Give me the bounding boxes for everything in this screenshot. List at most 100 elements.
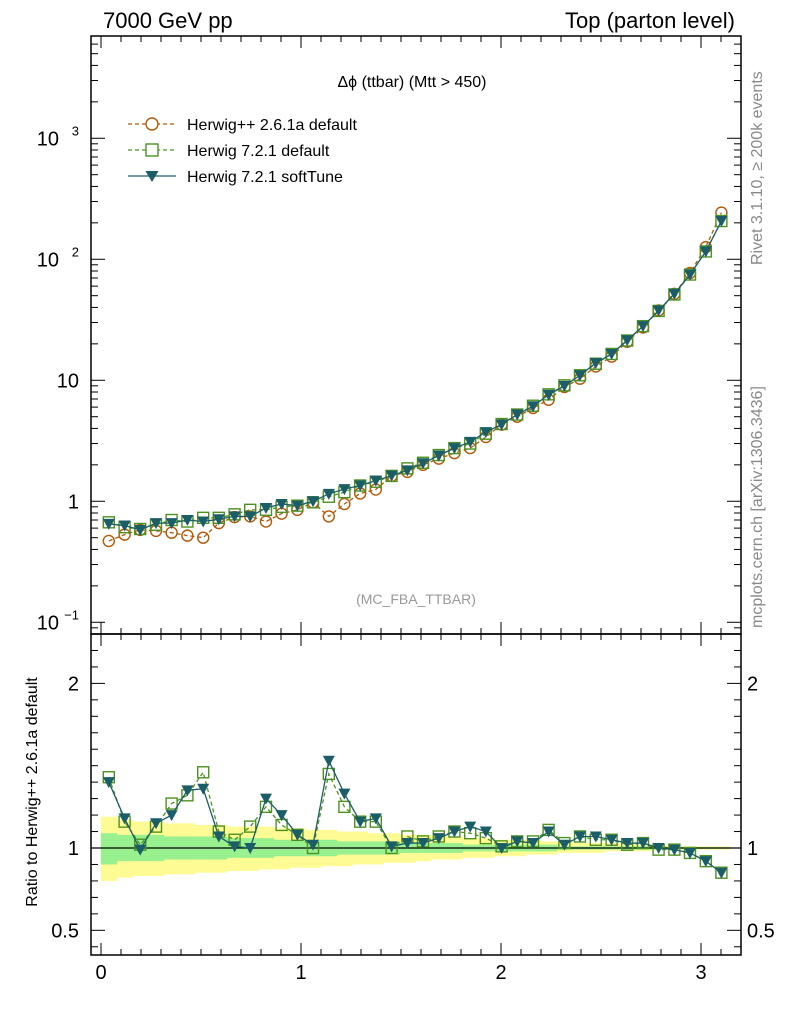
ratio-1-point-1 [118,813,131,825]
ratio-1-point-3 [150,818,162,830]
process-label: Top (parton level) [565,8,735,33]
source-label: mcplots.cern.ch [arXiv:1306.3436] [749,386,766,628]
legend-label-herwigpp: Herwig++ 2.6.1a default [187,117,357,134]
ratio-1-point-11 [275,810,288,822]
series-line-1 [108,220,722,530]
ratio-0-point-4 [165,797,178,810]
main-y-tick-exponent: −1 [64,607,79,622]
series-2-point-16 [354,480,367,492]
ratio-1-point-38 [699,856,712,868]
main-y-tick-label: 10 [57,370,79,392]
series-2-point-23 [464,436,477,448]
series-2-point-21 [432,450,445,462]
ratio-0-point-14 [322,767,335,781]
ratio-0-point-6 [196,766,210,779]
series-0-point-5 [181,529,194,542]
ratio-1-point-23 [464,821,477,833]
series-line-0 [108,212,722,542]
series-0-point-0 [102,534,116,548]
series-2-point-37 [684,269,696,281]
energy-label: 7000 GeV pp [103,8,233,33]
series-2-point-19 [401,465,414,477]
legend-label-herwig7-default: Herwig 7.2.1 default [187,143,330,160]
series-2-point-27 [527,401,539,413]
ratio-1-point-22 [448,826,461,838]
series-2-point-29 [558,380,571,392]
series-2-point-33 [621,335,634,347]
series-2-point-15 [338,484,351,496]
ratio-1-point-28 [542,826,555,838]
legend: Herwig++ 2.6.1a default Herwig 7.2.1 def… [128,117,357,186]
ratio-1-point-7 [212,831,225,843]
ratio-1-point-5 [181,785,194,797]
ratio-1-point-4 [165,810,178,822]
ratio-y-tick-label-right: 2 [747,673,758,695]
series-2-point-13 [307,496,319,508]
series-2-point-5 [181,515,194,527]
series-0-point-15 [338,497,351,511]
ratio-1-point-36 [668,844,681,856]
ratio-1-point-19 [401,838,414,850]
series-2-point-20 [417,458,429,470]
ratio-1-point-37 [684,847,696,859]
ratio-1-point-10 [260,793,272,805]
ratio-y-tick-label-right: 0.5 [747,920,775,942]
series-2-point-11 [275,498,288,510]
ratio-1-point-34 [637,838,649,850]
x-tick-label: 0 [95,962,106,984]
ratio-y-tick-label-left: 0.5 [51,920,79,942]
series-2-point-25 [495,419,508,431]
legend-marker-herwigpp [145,117,159,131]
series-2-point-34 [637,321,649,333]
axes: 0 1 2 3 10 −1 1 10 10 2 10 3 0.5 0.5 1 1 2 2 [37,35,775,984]
ratio-1-point-13 [307,839,319,851]
series-2-point-10 [260,502,272,514]
ratio-0-point-9 [243,820,257,833]
ratio-1-point-14 [322,755,335,767]
series-2-point-24 [479,427,492,439]
x-tick-label: 2 [495,962,506,984]
legend-marker-herwig7-softtune [145,171,159,182]
series-2-point-28 [542,389,555,401]
ratio-1-point-18 [385,841,398,853]
series-2-point-35 [652,305,665,317]
series-2-point-9 [244,511,257,523]
main-y-tick-exponent: 2 [72,244,79,259]
ratio-axis-label: Ratio to Herwig++ 2.6.1a default [24,677,41,907]
ratio-y-tick-label-right: 1 [747,838,758,860]
series-2-point-3 [150,518,162,530]
main-y-tick-label: 1 [68,491,79,513]
series-2-point-39 [715,216,728,228]
ratio-panel [91,755,741,879]
ratio-line-1 [108,758,722,874]
series-2-point-0 [102,518,115,530]
ratio-0-point-15 [338,800,351,814]
x-tick-label: 1 [295,962,306,984]
series-2-point-22 [448,443,461,455]
series-2-point-30 [574,370,586,382]
series-2-point-18 [385,470,398,482]
main-y-tick-label: 10 [37,249,59,271]
ratio-1-point-20 [417,838,429,850]
ratio-1-point-16 [354,816,367,828]
analysis-watermark: (MC_FBA_TTBAR) [356,591,476,607]
ratio-1-point-8 [228,841,241,853]
ratio-1-point-12 [291,829,304,841]
series-2-point-17 [369,475,382,487]
ratio-1-point-25 [495,843,508,854]
ratio-1-point-24 [479,826,492,838]
series-2-point-31 [589,357,602,369]
ratio-1-point-21 [432,833,445,845]
ratio-1-point-29 [558,839,571,851]
series-2-point-36 [668,288,681,300]
main-y-tick-exponent: 3 [72,123,79,138]
series-0-point-14 [322,510,335,523]
ratio-1-point-9 [244,843,257,854]
ratio-1-point-27 [527,838,539,850]
ratio-line-0 [108,770,722,874]
plot-title: Δϕ (ttbar) (Mtt > 450) [337,74,486,91]
ratio-y-tick-label-left: 2 [68,673,79,695]
series-2-point-14 [322,488,335,500]
ratio-1-point-35 [652,843,665,854]
